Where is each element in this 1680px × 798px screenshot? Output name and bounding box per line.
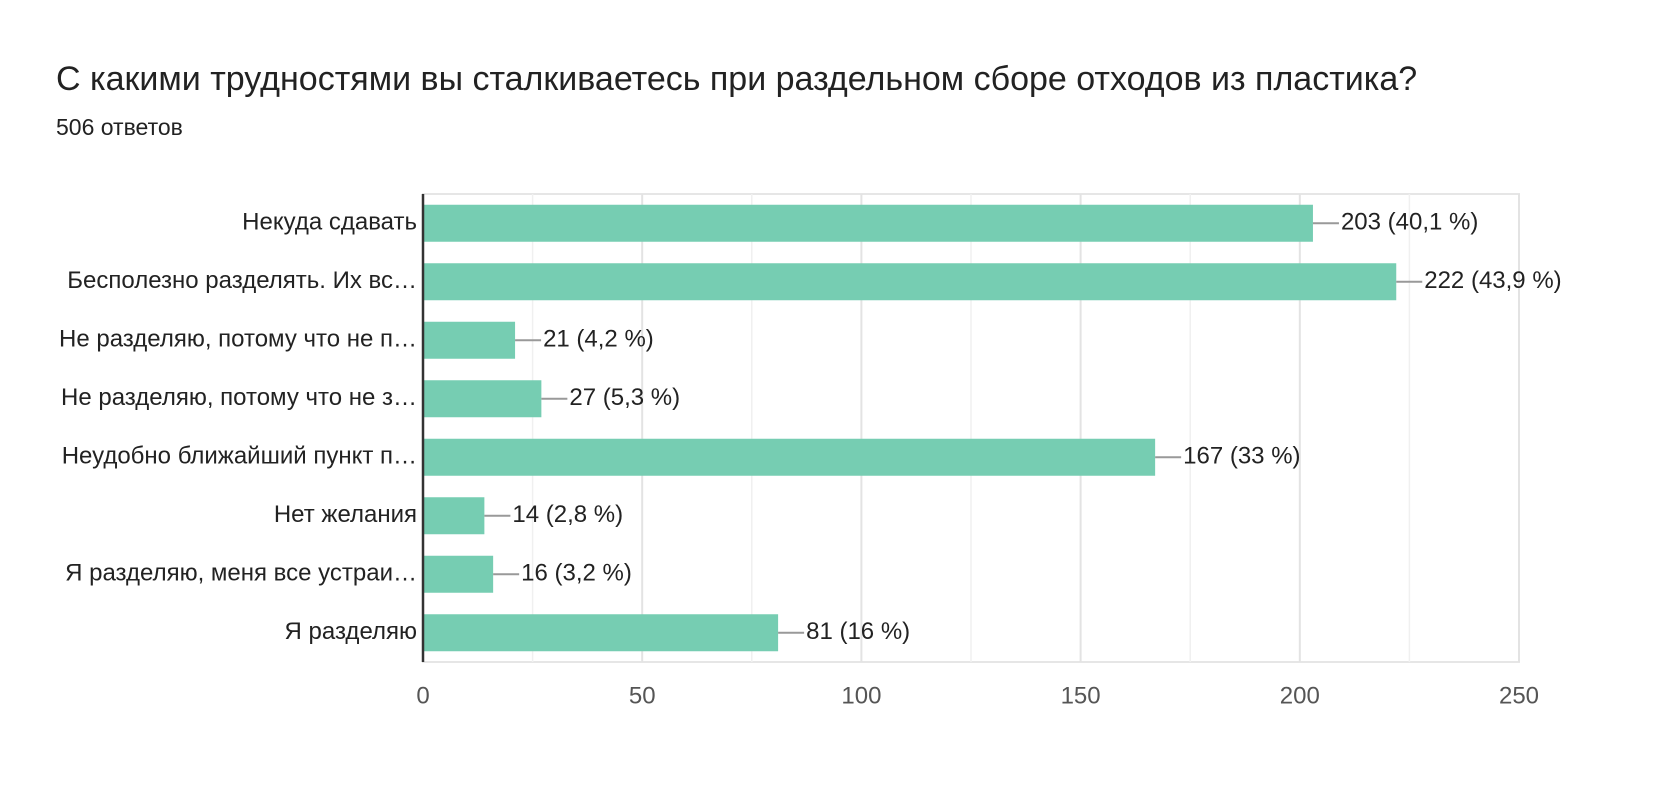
y-tick-label: Неудобно ближайший пункт п… xyxy=(62,443,417,470)
x-tick-label: 150 xyxy=(1061,682,1101,709)
y-tick-label: Я разделяю, меня все устраи… xyxy=(65,560,417,587)
value-label: 16 (3,2 %) xyxy=(521,560,632,587)
chart-title: С какими трудностями вы сталкиваетесь пр… xyxy=(56,60,1417,98)
bar xyxy=(423,614,779,652)
bar xyxy=(423,321,516,359)
value-label: 222 (43,9 %) xyxy=(1424,267,1561,294)
x-tick-label: 50 xyxy=(629,682,656,709)
y-tick-label: Я разделяю xyxy=(285,618,417,645)
x-tick-label: 0 xyxy=(416,682,429,709)
value-label: 167 (33 %) xyxy=(1183,443,1300,470)
value-label: 203 (40,1 %) xyxy=(1341,209,1478,236)
bar xyxy=(423,497,485,535)
value-label: 14 (2,8 %) xyxy=(512,501,623,528)
chart-subtitle: 506 ответов xyxy=(56,114,183,140)
value-label: 27 (5,3 %) xyxy=(569,384,680,411)
value-label: 21 (4,2 %) xyxy=(543,326,654,353)
y-tick-label: Не разделяю, потому что не п… xyxy=(59,326,417,353)
y-tick-label: Некуда сдавать xyxy=(242,209,417,236)
x-tick-label: 200 xyxy=(1280,682,1320,709)
x-tick-label: 250 xyxy=(1499,682,1539,709)
bar xyxy=(423,204,1313,242)
y-tick-label: Бесполезно разделять. Их вс… xyxy=(67,267,417,294)
y-tick-label: Нет желания xyxy=(274,501,417,528)
bar xyxy=(423,380,542,418)
bar xyxy=(423,555,494,593)
value-label: 81 (16 %) xyxy=(806,618,910,645)
x-tick-label: 100 xyxy=(841,682,881,709)
y-tick-label: Не разделяю, потому что не з… xyxy=(61,384,417,411)
bar xyxy=(423,438,1156,476)
bar xyxy=(423,263,1397,301)
